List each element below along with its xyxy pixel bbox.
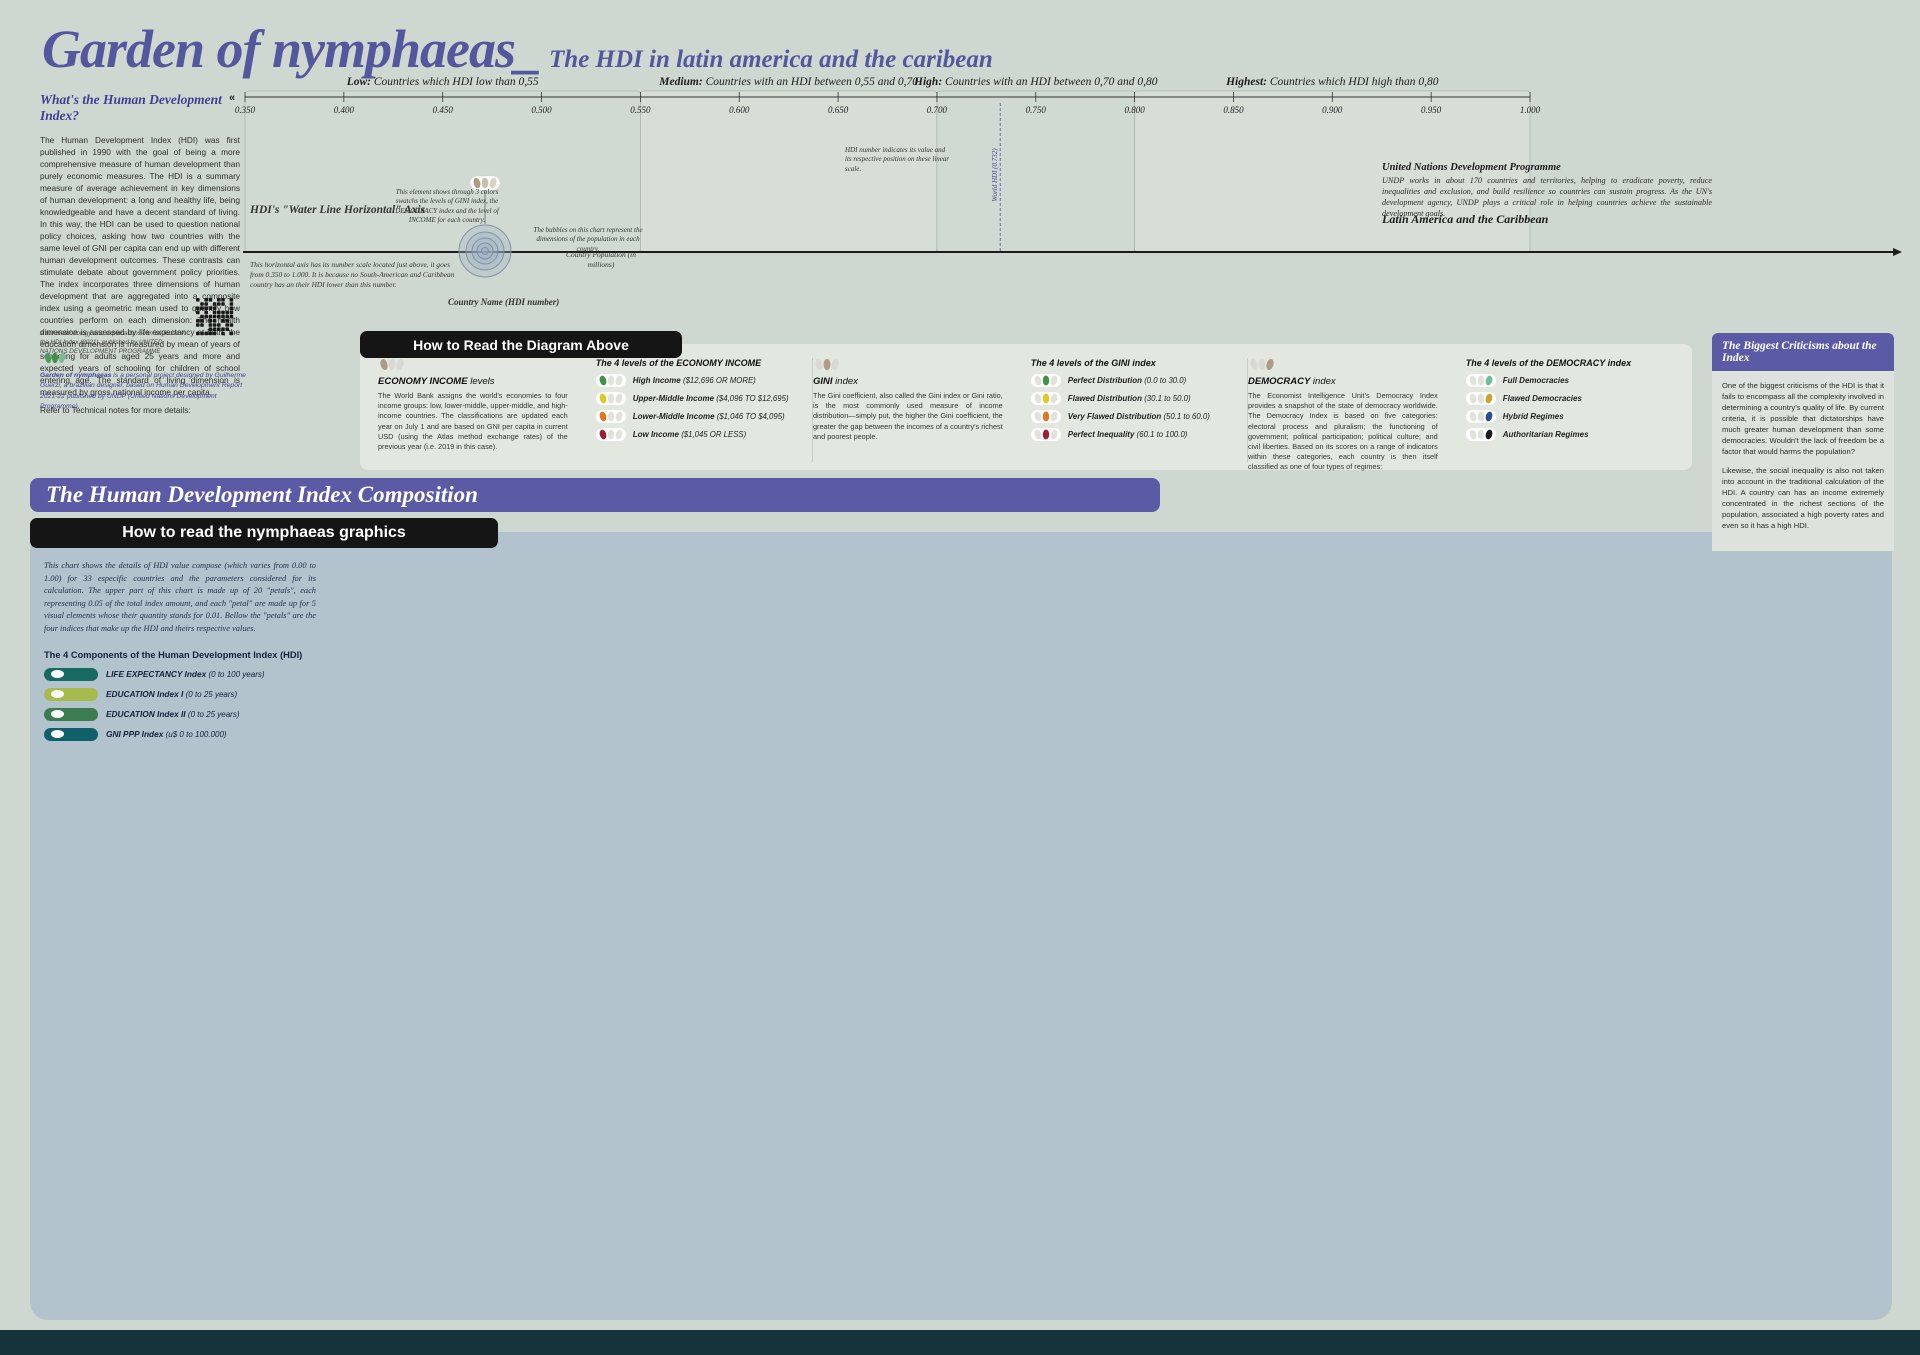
page-title: Garden of nymphaeas_ <box>42 19 542 79</box>
section-title-medium: Medium: Countries with an HDI between 0,… <box>658 76 918 88</box>
criticisms-title: The Biggest Criticisms about the Index <box>1712 333 1894 371</box>
component-life-expectancy-index: LIFE EXPECTANCY Index (0 to 100 years) <box>44 667 316 681</box>
waterline-chart: Low: Countries which HDI low than 0,55 Me… <box>229 76 1902 278</box>
axis-tick-label: 0.650 <box>828 105 849 115</box>
legend-item-full-democracies: Full Democracies <box>1465 374 1668 387</box>
legend-item-perfect-distribution: Perfect Distribution (0.0 to 30.0) <box>1030 374 1233 387</box>
legend-item-perfect-inequality: Perfect Inequality (60.1 to 100.0) <box>1030 428 1233 441</box>
legend-levels-head: The 4 levels of the ECONOMY INCOME <box>595 358 762 368</box>
legend-item-very-flawed-distribution: Very Flawed Distribution (50.1 to 60.0) <box>1030 410 1233 423</box>
howto-body: This chart shows the details of HDI valu… <box>44 561 316 634</box>
component-education-index-ii: EDUCATION Index II (0 to 25 years) <box>44 707 316 721</box>
credit-text: is a personal project designed by Guilhe… <box>40 372 246 410</box>
petals-logo-icon <box>44 352 66 364</box>
criticisms-panel: The Biggest Criticisms about the Index O… <box>1712 333 1894 551</box>
country-name-key: Country Name (HDI number) <box>448 297 560 307</box>
undp-body: UNDP works in about 170 countries and te… <box>1382 176 1712 219</box>
legend-head-democracy: DEMOCRACY index <box>1248 376 1336 387</box>
world-hdi-label: World HDI (0.732) <box>991 148 999 202</box>
axis-tick-label: 0.450 <box>433 105 454 115</box>
population-key: Country Population (in millions) <box>566 250 636 270</box>
legend-body-democracy: The Economist Intelligence Unit's Democr… <box>1248 391 1438 472</box>
sample-swatch <box>469 175 501 191</box>
credit-project-name: Garden of nymphaeas <box>40 372 112 380</box>
legend-body-income: The World Bank assigns the world's econo… <box>378 391 568 452</box>
legend-levels-democracy: The 4 levels of the DEMOCRACY index Full … <box>1452 358 1682 462</box>
legend-panel: ECONOMY INCOME levels The World Bank assi… <box>360 344 1692 471</box>
howto-title-pill: How to read the nymphaeas graphics <box>30 518 498 548</box>
section-band-high <box>936 90 1135 253</box>
axis-tick-label: 0.750 <box>1026 105 1047 115</box>
credits: Garden of nymphaeas is a personal projec… <box>40 352 250 412</box>
axis-tick-label: 0.500 <box>531 105 552 115</box>
composition-background <box>30 532 1892 1320</box>
waterline-axis-label: HDI's "Water Line Horizontal" Axis <box>250 204 426 216</box>
legend-levels-gini: The 4 levels of the GINI index Perfect Di… <box>1017 358 1248 462</box>
criticisms-paragraph: Likewise, the social inequality is also … <box>1722 466 1884 530</box>
axis-tick-label: 0.400 <box>334 105 355 115</box>
intro-panel: What's the Human Development Index? The … <box>40 92 240 416</box>
legend-item-hybrid-regimes: Hybrid Regimes <box>1465 410 1668 423</box>
axis-tick-label: 0.550 <box>630 105 651 115</box>
components-heading: The 4 Components of the Human Developmen… <box>44 649 303 660</box>
population-sample-rings <box>458 224 512 278</box>
region-label: Latin America and the Caribbean <box>1382 212 1549 226</box>
legend-desc-democracy: DEMOCRACY index The Economist Intelligenc… <box>1248 358 1452 471</box>
qr-code <box>196 298 234 336</box>
component-gni-ppp-index: GNI PPP Index (u$ 0 to 100.000) <box>44 727 316 741</box>
section-title-highest: Highest: Countries which HDI high than 0… <box>1225 76 1439 88</box>
undp-block: United Nations Development Programme UND… <box>1382 162 1712 219</box>
legend-title-pill: How to Read the Diagram Above <box>360 331 682 358</box>
legend-item-authoritarian-regimes: Authoritarian Regimes <box>1465 428 1668 441</box>
page-subtitle: The HDI in latin america and the caribea… <box>549 46 993 73</box>
criticisms-paragraph: One of the biggest criticisms of the HDI… <box>1722 381 1884 456</box>
undp-heading: United Nations Development Programme <box>1382 162 1561 173</box>
howto-panel: This chart shows the details of HDI valu… <box>44 560 316 748</box>
hdi-number-note: HDI number indicates its value and its r… <box>845 146 950 173</box>
axis-note: This horizontal axis has its number scal… <box>250 260 455 289</box>
legend-body-gini: The Gini coefficient, also called the Gi… <box>813 391 1003 441</box>
legend-item-flawed-distribution: Flawed Distribution (30.1 to 50.0) <box>1030 392 1233 405</box>
legend-item-flawed-democracies: Flawed Democracies <box>1465 392 1668 405</box>
intro-body: The Human Development Index (HDI) was fi… <box>40 135 240 398</box>
legend-levels-head: The 4 levels of the DEMOCRACY index <box>1465 358 1632 368</box>
methodology-note: A full methodology and explanations can … <box>40 330 186 355</box>
axis-tick-label: 0.850 <box>1223 105 1244 115</box>
component-education-index-i: EDUCATION Index I (0 to 25 years) <box>44 687 316 701</box>
legend-item-low-income: Low Income ($1,045 OR LESS) <box>595 428 798 441</box>
axis-left-arrows-icon: « <box>229 92 235 104</box>
axis-tick-label: 0.800 <box>1124 105 1145 115</box>
legend-item-upper-middle-income: Upper-Middle Income ($4,096 TO $12,695) <box>595 392 798 405</box>
intro-refer: Refer to Technical notes for more detail… <box>40 405 191 416</box>
header: Garden of nymphaeas_ The HDI in latin ame… <box>42 18 993 80</box>
legend-head-income: ECONOMY INCOME levels <box>378 376 495 387</box>
bubble-note: The bubbles on this chart represent the … <box>533 226 643 253</box>
waterline-arrow-icon <box>1893 248 1902 256</box>
axis-tick-label: 0.900 <box>1322 105 1343 115</box>
axis-tick-label: 0.950 <box>1421 105 1442 115</box>
legend-item-high-income: High Income ($12,696 OR MORE) <box>595 374 798 387</box>
bottom-bar <box>0 1330 1920 1355</box>
composition-banner: The Human Development Index Composition <box>30 478 1160 512</box>
axis-tick-label: 0.600 <box>729 105 750 115</box>
legend-item-lower-middle-income: Lower-Middle Income ($1,046 TO $4,095) <box>595 410 798 423</box>
axis-tick-label: 1.000 <box>1520 105 1541 115</box>
swatch-note: This element shows through 3 colors swat… <box>395 188 499 225</box>
legend-levels-income: The 4 levels of the ECONOMY INCOME High I… <box>582 358 813 462</box>
axis-tick-label: 0.350 <box>235 105 256 115</box>
legend-desc-gini: GINI index The Gini coefficient, also cal… <box>813 358 1017 462</box>
section-title-high: High: Countries with an HDI between 0,70… <box>913 76 1158 88</box>
section-title-low: Low: Countries which HDI low than 0,55 <box>346 76 539 88</box>
legend-desc-income: ECONOMY INCOME levels The World Bank assi… <box>378 358 582 462</box>
axis-tick-label: 0.700 <box>927 105 948 115</box>
intro-heading: What's the Human Development Index? <box>40 92 222 123</box>
legend-levels-head: The 4 levels of the GINI index <box>1030 358 1156 368</box>
legend-head-gini: GINI index <box>813 376 858 387</box>
